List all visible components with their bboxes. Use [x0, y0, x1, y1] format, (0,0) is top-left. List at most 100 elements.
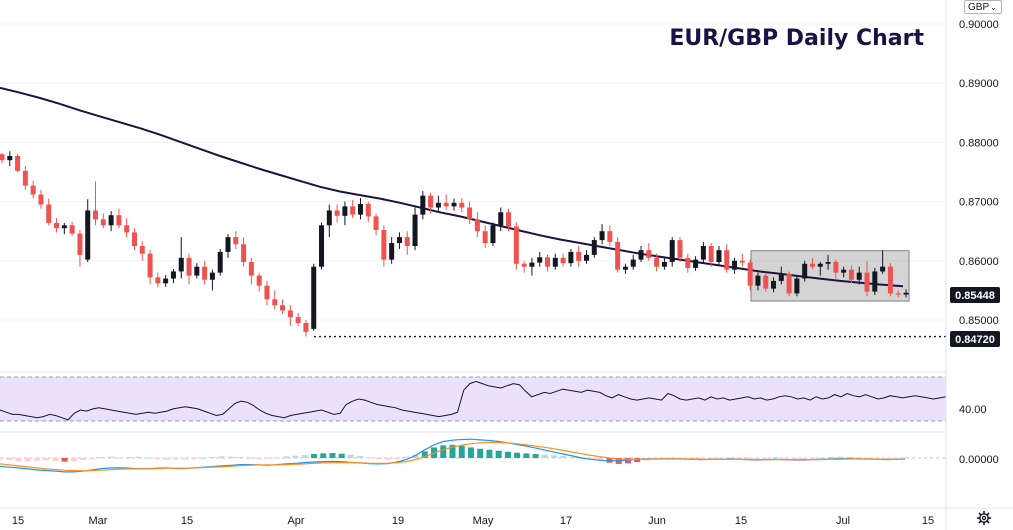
macd-histogram-bar	[283, 456, 290, 458]
price-tick-label: 0.89000	[959, 78, 999, 90]
candle-down	[809, 263, 815, 267]
macd-histogram-bar	[708, 458, 715, 459]
candle-down	[467, 207, 473, 220]
time-tick-label: Apr	[287, 515, 304, 527]
time-tick-label: 15	[922, 515, 934, 527]
candle-down	[373, 216, 379, 231]
macd-histogram-bar	[135, 456, 142, 458]
macd-histogram-bar	[532, 454, 539, 458]
macd-histogram-bar	[338, 453, 345, 458]
candle-up	[85, 210, 91, 260]
macd-histogram-bar	[735, 458, 742, 459]
candle-up	[903, 292, 909, 295]
macd-histogram-bar	[190, 458, 197, 459]
currency-select[interactable]: GBP⌄	[964, 0, 1002, 14]
candle-up	[841, 269, 847, 273]
candle-down	[46, 204, 52, 223]
macd-histogram-bar	[865, 457, 872, 459]
gear-icon[interactable]	[976, 510, 992, 526]
macd-histogram-bar	[366, 457, 373, 459]
candle-up	[630, 259, 636, 267]
candle-down	[365, 203, 371, 217]
candle-up	[225, 237, 231, 252]
candle-up	[490, 225, 496, 244]
candle-down	[38, 194, 44, 205]
macd-histogram-bar	[347, 454, 354, 458]
macd-histogram-bar	[458, 445, 465, 458]
macd-histogram-bar	[357, 456, 364, 458]
candle-up	[420, 195, 426, 215]
candle-down	[69, 225, 75, 234]
candle-down	[576, 251, 582, 261]
candle-down	[443, 202, 449, 207]
macd-histogram-bar	[551, 455, 558, 458]
macd-histogram-bar	[320, 453, 327, 458]
macd-histogram-bar	[15, 458, 22, 461]
macd-histogram-bar	[274, 457, 281, 459]
time-tick-label: 15	[735, 515, 747, 527]
macd-histogram-bar	[172, 458, 179, 460]
candle-down	[864, 272, 870, 292]
macd-histogram-bar	[597, 458, 604, 461]
candle-down	[77, 233, 83, 255]
macd-histogram-bar	[80, 458, 87, 460]
candle-down	[615, 241, 621, 270]
macd-histogram-bar	[70, 458, 77, 462]
candle-down	[186, 257, 192, 276]
price-tick-label: 0.88000	[959, 137, 999, 149]
macd-histogram-bar	[726, 457, 733, 459]
candle-up	[568, 251, 574, 264]
candle-down	[139, 246, 145, 254]
candle-up	[412, 214, 418, 246]
candle-up	[583, 254, 589, 261]
macd-histogram-bar	[892, 458, 899, 459]
candle-up	[732, 260, 738, 270]
candle-down	[560, 257, 566, 264]
candle-up	[552, 257, 558, 267]
candle-up	[825, 261, 831, 264]
candle-down	[677, 240, 683, 258]
candle-down	[248, 261, 254, 276]
candle-down	[833, 261, 839, 273]
candle-up	[802, 263, 808, 279]
macd-histogram-bar	[117, 457, 124, 459]
macd-histogram-bar	[227, 456, 234, 458]
candle-up	[342, 206, 348, 216]
macd-histogram-bar	[292, 455, 299, 458]
macd-histogram-bar	[781, 458, 788, 459]
macd-histogram-bar	[394, 458, 401, 459]
candle-down	[895, 293, 901, 295]
candle-up	[856, 272, 862, 280]
macd-histogram-bar	[144, 457, 151, 459]
time-tick-label: Mar	[89, 515, 108, 527]
candle-down	[521, 263, 527, 267]
macd-histogram-bar	[495, 450, 502, 458]
macd-histogram-bar	[264, 458, 271, 459]
candle-up	[435, 202, 441, 208]
candle-up	[163, 278, 169, 284]
candle-down	[334, 210, 340, 216]
candle-down	[303, 322, 309, 332]
price-tick-label: 0.90000	[959, 19, 999, 31]
candle-down	[15, 156, 21, 171]
macd-histogram-bar	[200, 457, 207, 459]
time-tick-label: Jun	[648, 515, 666, 527]
candle-up	[778, 273, 784, 281]
candle-down	[747, 262, 753, 286]
price-tick-label: 0.86000	[959, 256, 999, 268]
macd-histogram-bar	[163, 458, 170, 460]
time-tick-label: 19	[392, 515, 404, 527]
candle-up	[326, 210, 332, 226]
candle-down	[739, 260, 745, 263]
candle-down	[155, 277, 161, 284]
candle-down	[30, 185, 36, 195]
candle-up	[638, 250, 644, 260]
macd-histogram-bar	[634, 458, 641, 462]
candle-down	[0, 154, 5, 161]
candle-down	[646, 250, 652, 258]
macd-histogram-bar	[89, 458, 96, 459]
macd-histogram-bar	[412, 454, 419, 458]
macd-histogram-bar	[375, 458, 382, 459]
macd-histogram-bar	[403, 456, 410, 458]
